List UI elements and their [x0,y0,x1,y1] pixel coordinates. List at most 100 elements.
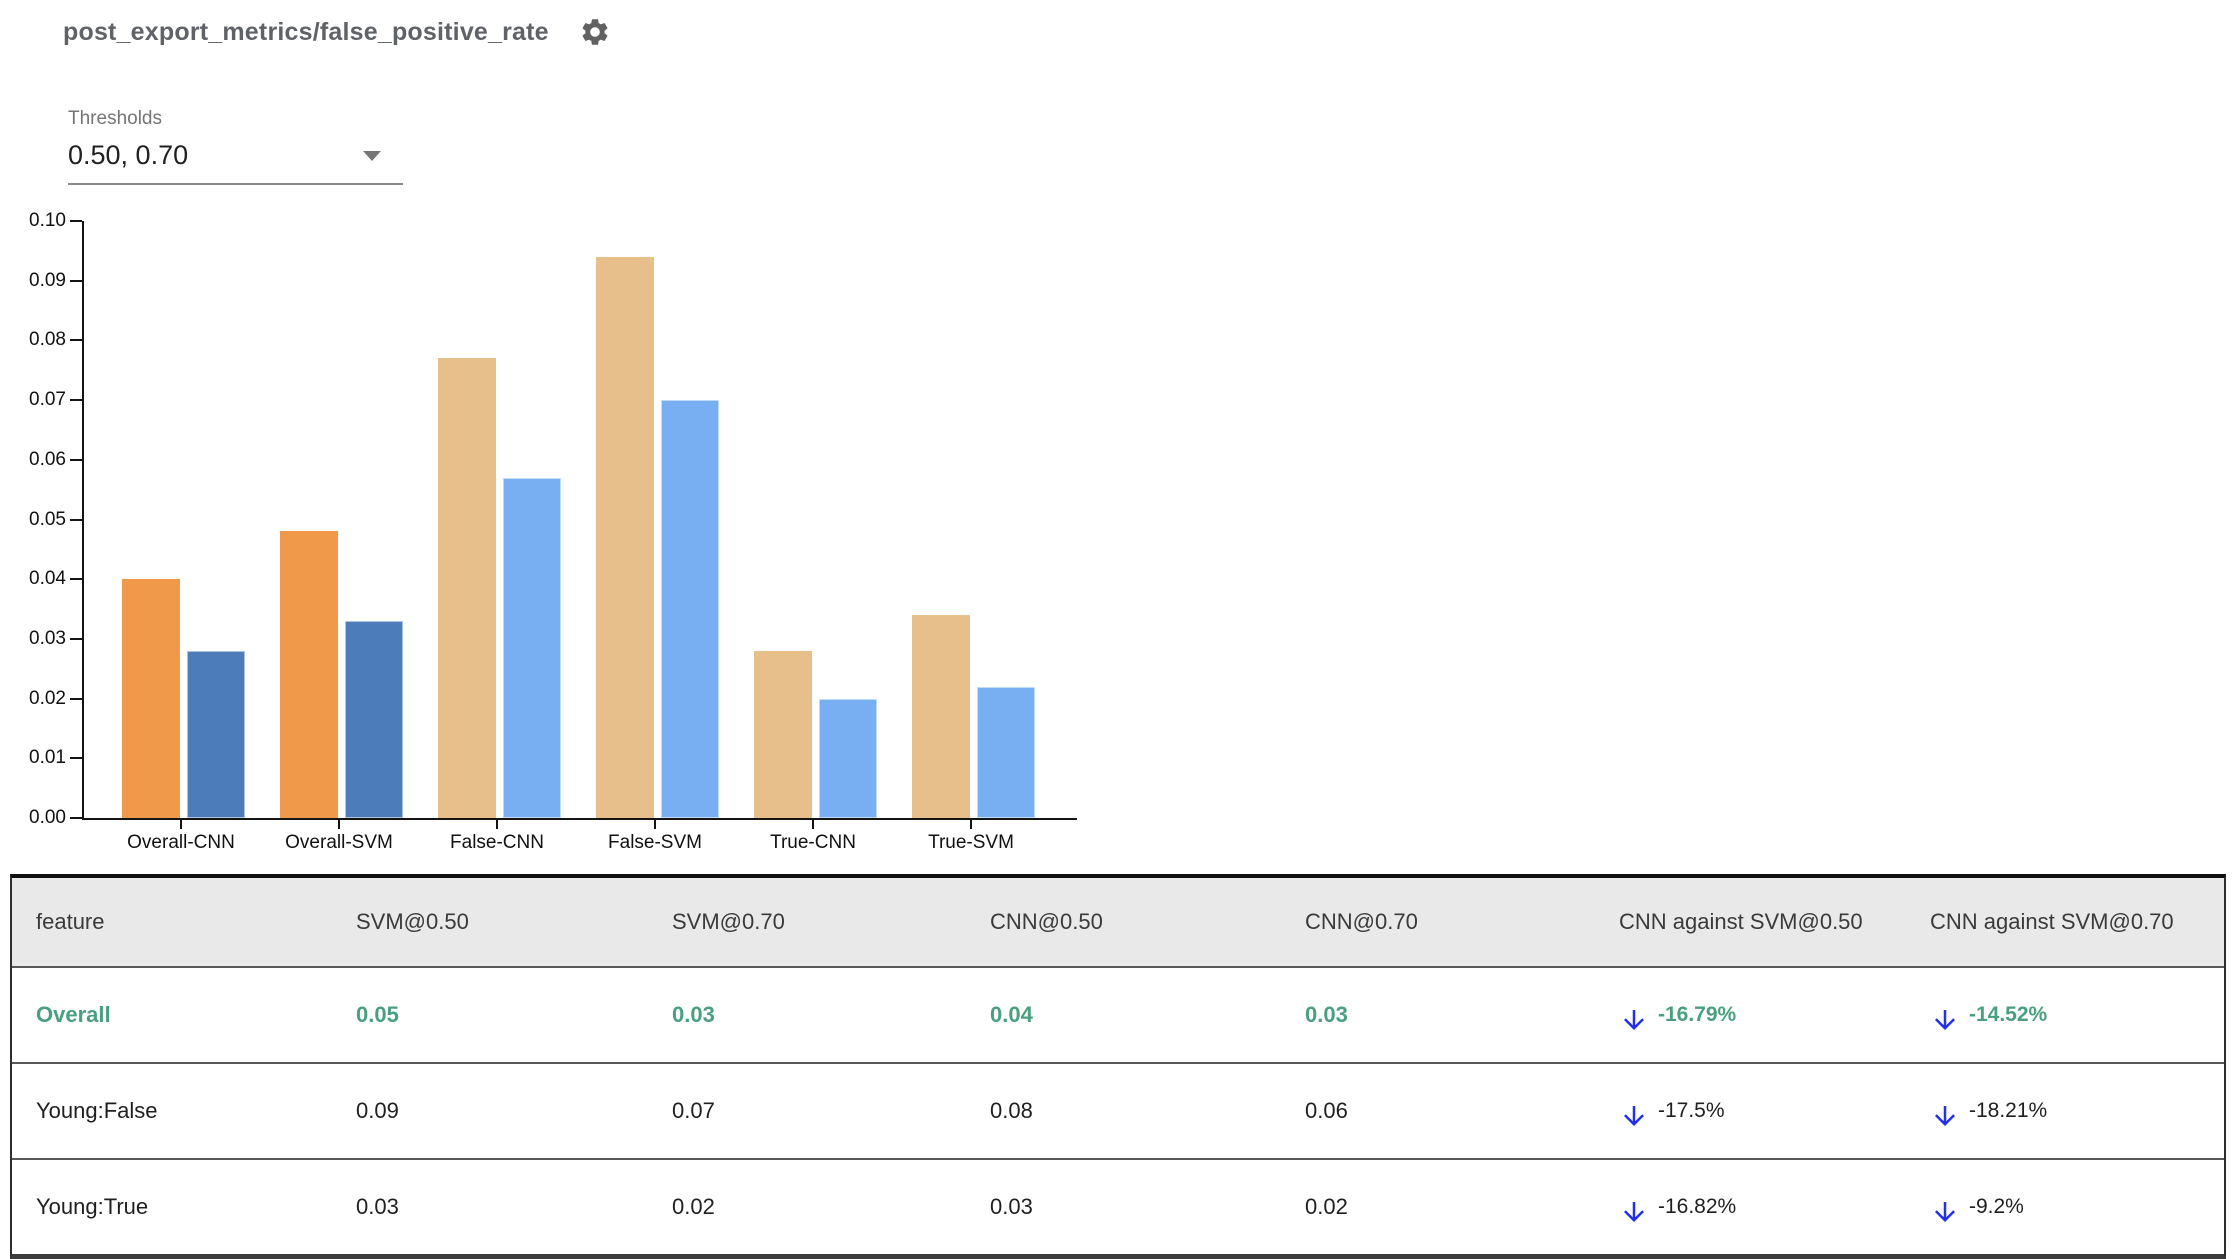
bar-overall-cnn-at-0.70[interactable] [186,651,245,818]
x-axis-tick [180,820,182,829]
arrow-down-icon [1935,1010,1955,1030]
column-header-cnn-against-svm-0-50: CNN against SVM@0.50 [1619,909,1863,934]
thresholds-select[interactable]: Thresholds 0.50, 0.70 [68,108,403,185]
bar-true-svm-at-0.70[interactable] [976,687,1035,818]
metrics-table: feature SVM@0.50 SVM@0.70 CNN@0.50 CNN@0.70 C… [10,874,2226,1259]
table-cell: 0.02 [1305,1194,1348,1219]
y-axis-tick-label: 0.07 [29,389,66,411]
table-cell: Overall [36,1002,111,1027]
bar-true-svm-at-0.50[interactable] [911,615,970,818]
table-cell: 0.03 [672,1002,715,1027]
y-axis-tick [70,399,82,402]
delta-value: -16.82% [1658,1195,1737,1218]
delta-value: -18.21% [1969,1099,2048,1122]
column-header-svm-0-70: SVM@0.70 [672,909,785,934]
table-cell: 0.08 [990,1098,1033,1123]
column-header-cnn-0-70: CNN@0.70 [1305,909,1418,934]
table-row-young-true: Young:True 0.03 0.02 0.03 0.02 -16.82% -9.2% [12,1158,2224,1254]
table-row-young-false: Young:False 0.09 0.07 0.08 0.06 -17.5% -18.21% [12,1062,2224,1158]
delta-value: -14.52% [1969,1003,2048,1026]
table-cell: 0.09 [356,1098,399,1123]
bar-false-cnn-at-0.50[interactable] [437,358,496,818]
thresholds-label: Thresholds [68,108,162,129]
caret-down-icon[interactable] [363,150,381,161]
x-axis-label-overall-svm: Overall-SVM [285,832,393,853]
column-header-cnn-against-svm-0-70: CNN against SVM@0.70 [1930,909,2174,934]
bar-false-cnn-at-0.70[interactable] [502,478,561,818]
bar-overall-cnn-at-0.50[interactable] [121,579,180,818]
table-header-row: feature SVM@0.50 SVM@0.70 CNN@0.50 CNN@0.70 C… [12,878,2224,966]
table-cell: Young:False [36,1098,158,1123]
y-axis-tick-label: 0.09 [29,269,66,291]
x-axis-label-false-cnn: False-CNN [450,832,544,853]
table-cell: 0.03 [356,1194,399,1219]
x-axis-label-true-svm: True-SVM [928,832,1014,853]
table-cell: 0.03 [990,1194,1033,1219]
y-axis-tick [70,697,82,700]
y-axis-tick [70,518,82,521]
delta-cell: -14.52% [1930,1000,2224,1030]
column-header-svm-0-50: SVM@0.50 [356,909,469,934]
delta-value: -9.2% [1969,1195,2024,1218]
y-axis-tick [70,279,82,282]
delta-cell: -16.82% [1619,1192,1930,1222]
table-cell: 0.02 [672,1194,715,1219]
arrow-down-icon [1935,1106,1955,1126]
bar-true-cnn-at-0.70[interactable] [818,699,877,818]
x-axis-label-true-cnn: True-CNN [770,832,856,853]
delta-cell: -9.2% [1930,1192,2224,1222]
y-axis-tick-label: 0.03 [29,627,66,649]
delta-cell: -16.79% [1619,1000,1930,1030]
delta-cell: -17.5% [1619,1096,1930,1126]
thresholds-value[interactable]: 0.50, 0.70 [68,140,189,170]
y-axis-tick [70,339,82,342]
settings-icon[interactable] [579,16,611,48]
table-cell: 0.06 [1305,1098,1348,1123]
table-cell: 0.05 [356,1002,399,1027]
arrow-down-icon [1624,1202,1644,1222]
arrow-down-icon [1624,1010,1644,1030]
delta-value: -16.79% [1658,1003,1737,1026]
y-axis-tick [70,757,82,760]
y-axis-tick-label: 0.05 [29,508,66,530]
arrow-down-icon [1935,1202,1955,1222]
y-axis-tick [70,220,82,222]
y-axis-tick [70,578,82,581]
y-axis-tick [70,458,82,461]
y-axis-tick-label: 0.04 [29,568,66,590]
column-header-cnn-0-50: CNN@0.50 [990,909,1103,934]
bar-true-cnn-at-0.50[interactable] [753,651,812,818]
x-axis-tick [812,820,814,829]
table-cell: 0.03 [1305,1002,1348,1027]
page-title: post_export_metrics/false_positive_rate [63,17,549,46]
y-axis-tick-label: 0.02 [29,687,66,709]
y-axis-tick-label: 0.00 [29,807,66,828]
y-axis-tick [70,817,82,819]
x-axis-label-false-svm: False-SVM [608,832,702,853]
table-cell: 0.04 [990,1002,1033,1027]
bar-overall-svm-at-0.50[interactable] [279,531,338,818]
x-axis-tick [338,820,340,829]
table-cell: Young:True [36,1194,149,1219]
widget-title-row: post_export_metrics/false_positive_rate [63,16,611,48]
thresholds-dropdown[interactable]: 0.50, 0.70 [68,138,403,185]
bar-overall-svm-at-0.70[interactable] [344,621,403,818]
bar-false-svm-at-0.70[interactable] [660,400,719,818]
arrow-down-icon [1624,1106,1644,1126]
bar-false-svm-at-0.50[interactable] [595,257,654,818]
delta-cell: -18.21% [1930,1096,2224,1126]
y-axis-tick-label: 0.10 [29,210,66,231]
bar-chart-plot-area [70,220,1077,820]
table-cell: 0.07 [672,1098,715,1123]
x-axis-label-overall-cnn: Overall-CNN [127,832,235,853]
x-axis-tick [970,820,972,829]
y-axis-tick-label: 0.01 [29,747,66,769]
delta-value: -17.5% [1658,1099,1725,1122]
x-axis-tick [654,820,656,829]
y-axis-tick [70,637,82,640]
y-axis-tick-label: 0.08 [29,329,66,351]
x-axis-tick [496,820,498,829]
column-header-feature: feature [36,909,105,934]
y-axis-tick-label: 0.06 [29,448,66,470]
table-row-overall: Overall 0.05 0.03 0.04 0.03 -16.79% -14.52% [12,966,2224,1062]
